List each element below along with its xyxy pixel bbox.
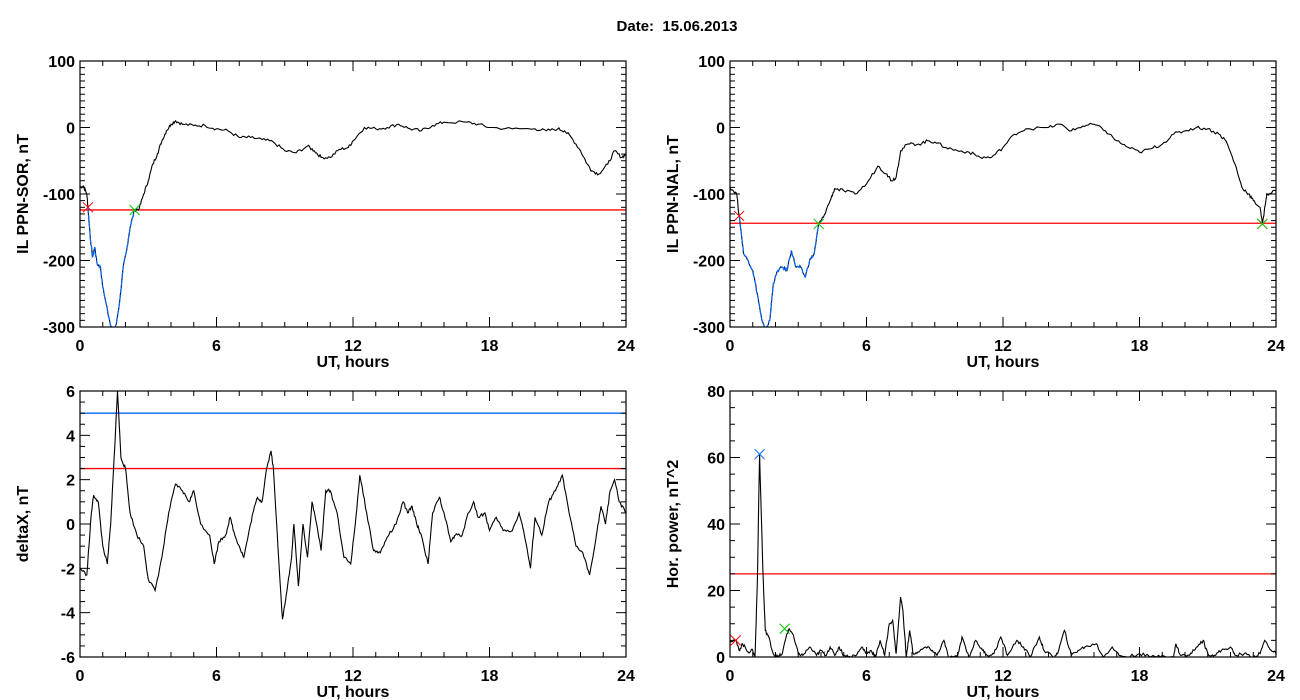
x-tick-label: 12 [994, 668, 1012, 685]
y-tick-label: 0 [66, 517, 75, 534]
y-tick-label: 6 [66, 384, 75, 401]
y-tick-label: -100 [693, 187, 725, 204]
x-marker-stroke [82, 201, 94, 213]
y-tick-label: -100 [43, 187, 75, 204]
x-tick-label: 18 [481, 668, 499, 685]
x-tick-label: 6 [862, 668, 871, 685]
subplot-2: 0 6 12 18 24 100 0 -100 -200 -300 UT, hours IL PPN-… [665, 54, 1285, 371]
x-marker-stroke [779, 623, 790, 635]
chart-title: Date: 15.06.2013 [616, 18, 738, 35]
y-tick-label: -2 [61, 561, 75, 578]
x-axis-label: UT, hours [967, 684, 1040, 700]
x-marker [1256, 218, 1268, 230]
y-tick-label: 0 [66, 121, 75, 138]
y-tick-label: -200 [693, 254, 725, 271]
x-tick-label: 18 [481, 338, 499, 355]
highlight-segment [738, 215, 820, 327]
x-axis-label: UT, hours [317, 354, 390, 371]
y-tick-label: 40 [707, 517, 725, 534]
series-line [80, 391, 626, 620]
x-marker-stroke [1256, 218, 1268, 230]
y-tick-label: -4 [61, 606, 75, 623]
x-marker [129, 204, 140, 216]
x-marker-stroke [129, 204, 140, 216]
x-tick-label: 24 [1267, 668, 1285, 685]
y-tick-label: 100 [48, 54, 75, 71]
x-marker [82, 201, 94, 213]
plot-frame [79, 60, 627, 328]
y-tick-label: 0 [716, 650, 725, 667]
subplot-3: 0 6 12 18 24 6 4 2 0 -2 -4 -6 UT, hours deltaX, nT [15, 384, 635, 700]
x-tick-label: 24 [617, 668, 635, 685]
x-axis-label: UT, hours [967, 354, 1040, 371]
x-tick-label: 6 [212, 338, 221, 355]
x-marker [754, 448, 765, 460]
x-tick-label: 0 [76, 668, 85, 685]
y-tick-label: 0 [716, 121, 725, 138]
plot-frame [729, 390, 1277, 658]
y-axis-label: deltaX, nT [15, 486, 32, 563]
y-tick-label: -300 [43, 320, 75, 337]
x-tick-label: 6 [212, 668, 221, 685]
x-marker [813, 218, 825, 230]
series-line [80, 119, 626, 327]
x-tick-label: 0 [726, 338, 735, 355]
x-marker [779, 623, 790, 635]
y-axis-label: Hor. power, nT^2 [665, 460, 682, 589]
y-axis-label: IL PPN-NAL, nT [665, 135, 682, 253]
x-tick-label: 12 [994, 338, 1012, 355]
x-tick-label: 18 [1131, 338, 1149, 355]
x-marker [733, 210, 745, 222]
y-tick-label: 100 [698, 54, 725, 71]
x-tick-label: 18 [1131, 668, 1149, 685]
y-tick-label: -200 [43, 254, 75, 271]
y-tick-label: 20 [707, 584, 725, 601]
x-marker [730, 635, 742, 646]
plot-frame [729, 60, 1277, 328]
subplot-4: 0 6 12 18 24 80 60 40 20 0 UT, hours Hor. power, nT… [665, 384, 1285, 700]
x-axis-label: UT, hours [317, 684, 390, 700]
series-line [730, 454, 1276, 657]
highlight-segment [87, 207, 136, 327]
y-tick-label: -300 [693, 320, 725, 337]
x-tick-label: 0 [726, 668, 735, 685]
x-tick-label: 24 [617, 338, 635, 355]
y-tick-label: 2 [66, 473, 75, 490]
y-tick-label: 4 [66, 428, 75, 445]
x-marker-stroke [733, 210, 745, 222]
x-tick-label: 12 [344, 668, 362, 685]
series-line [730, 122, 1276, 327]
y-tick-label: 80 [707, 384, 725, 401]
subplot-1: 0 6 12 18 24 100 0 -100 -200 -300 UT, hours IL PPN-… [15, 54, 635, 371]
x-marker-stroke [813, 218, 825, 230]
y-axis-label: IL PPN-SOR, nT [15, 134, 32, 254]
x-tick-label: 6 [862, 338, 871, 355]
y-tick-label: 60 [707, 451, 725, 468]
x-marker-stroke [754, 448, 765, 460]
x-tick-label: 0 [76, 338, 85, 355]
y-tick-label: -6 [61, 650, 75, 667]
x-tick-label: 24 [1267, 338, 1285, 355]
x-tick-label: 12 [344, 338, 362, 355]
x-marker-stroke [730, 635, 742, 646]
